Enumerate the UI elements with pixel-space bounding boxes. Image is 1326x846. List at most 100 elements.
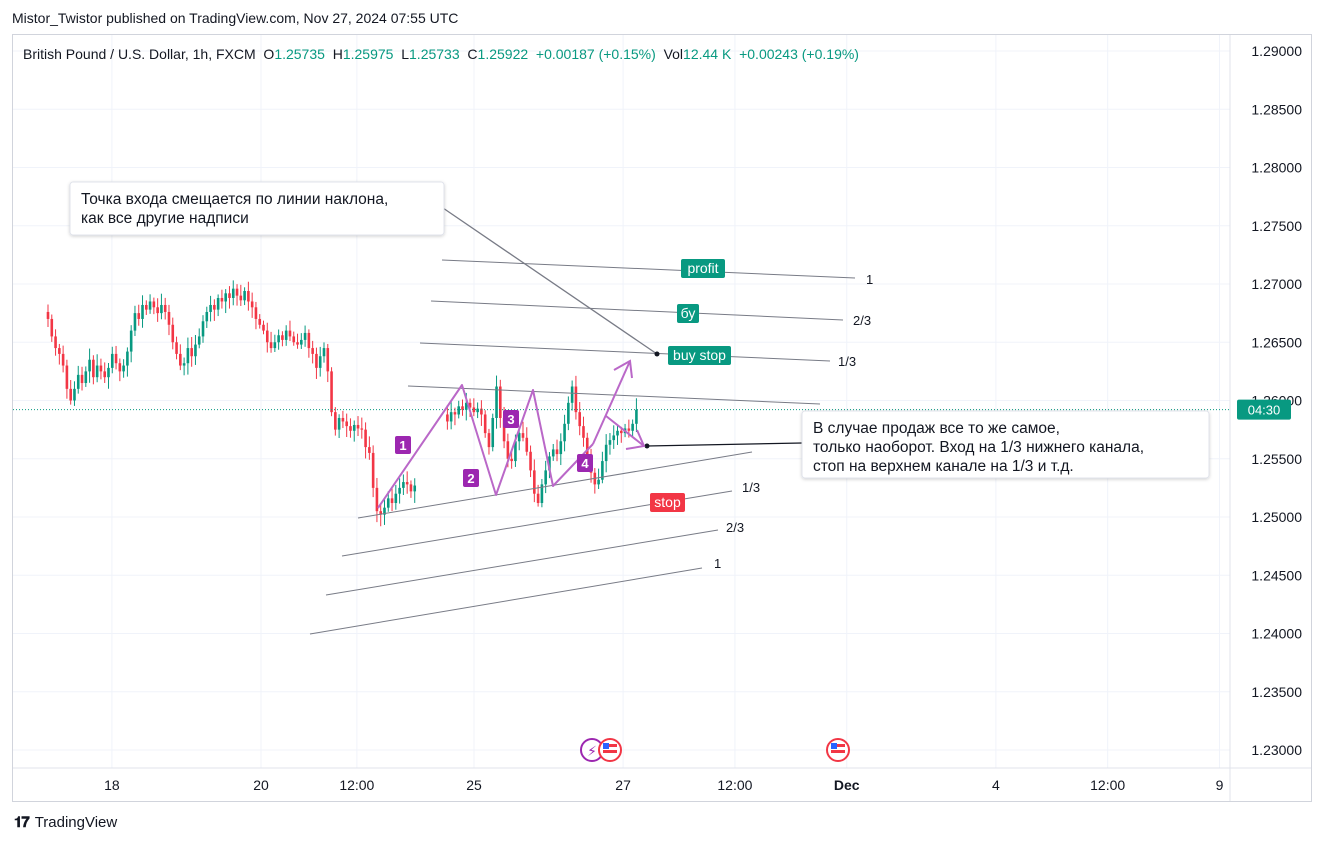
- channel-upper-1-3: [419, 342, 831, 362]
- callout-dot-2: [644, 443, 650, 449]
- candle-body: [95, 365, 99, 378]
- legend-part: 1.25975: [343, 46, 401, 62]
- candle-body: [273, 342, 277, 349]
- legend-part: +0.00243 (+0.19%): [739, 46, 859, 62]
- candle-body: [167, 311, 171, 325]
- entry-note-text: как все другие надписи: [81, 210, 249, 227]
- candle-body: [601, 461, 604, 480]
- candle-body: [118, 363, 122, 372]
- candle-body: [559, 441, 563, 455]
- candle-body: [144, 304, 148, 310]
- candle-body: [80, 374, 84, 384]
- candle-body: [514, 441, 517, 462]
- time-tick-label: 9: [1216, 777, 1224, 793]
- price-tick-label: 1.29000: [1251, 43, 1302, 59]
- price-tick-label: 1.28500: [1251, 101, 1302, 117]
- candle-body: [383, 507, 386, 515]
- candle-body: [197, 336, 201, 345]
- candle-body: [133, 313, 137, 331]
- us-flag-event-icon-stripe: [603, 750, 617, 753]
- time-tick-label: Dec: [834, 777, 860, 793]
- candle-body: [201, 321, 205, 337]
- pattern-point-label: 3: [507, 412, 514, 427]
- candle-body: [107, 367, 110, 378]
- candle-body: [337, 417, 341, 430]
- time-tick-label: 18: [104, 777, 120, 793]
- level-label-upper-1-3: 1/3: [838, 354, 856, 369]
- candle-body: [631, 423, 634, 431]
- candle-body: [375, 487, 379, 512]
- candle-body: [292, 336, 296, 343]
- candle-body: [88, 359, 91, 372]
- tradingview-logo[interactable]: 𝟏𝟕 TradingView: [14, 814, 117, 831]
- buy-stop-label-bg: [668, 346, 731, 365]
- candle-body: [228, 293, 231, 298]
- candle-body: [461, 406, 464, 410]
- candle-body: [277, 335, 280, 343]
- legend-part: O: [263, 46, 274, 62]
- candle-body: [243, 290, 246, 301]
- price-tick-label: 1.27500: [1251, 218, 1302, 234]
- candle-body: [544, 470, 547, 485]
- pattern-point-box: [503, 410, 519, 428]
- breakeven-label: бу: [681, 305, 696, 321]
- price-tick-label: 1.28000: [1251, 160, 1302, 176]
- candle-body: [129, 330, 133, 352]
- footer-brand: TradingView: [34, 814, 118, 831]
- legend-part: H: [333, 46, 343, 62]
- candle-body: [480, 408, 483, 415]
- legend-part: British Pound / U.S. Dollar, 1h, FXCM: [23, 46, 263, 62]
- candle-body: [326, 348, 330, 372]
- candle-body: [608, 440, 612, 445]
- candle-body: [394, 493, 398, 504]
- us-flag-event-icon-2-stripe: [831, 750, 845, 753]
- candle-body: [499, 386, 502, 418]
- arrow-up-head: [613, 359, 633, 379]
- candle-body: [506, 441, 510, 459]
- candle-body: [61, 353, 65, 366]
- callout-line-1: [442, 207, 658, 355]
- arrow-down-line: [605, 415, 645, 447]
- legend-part: C: [467, 46, 477, 62]
- candle-body: [73, 388, 76, 401]
- time-tick-label: 4: [992, 777, 1000, 793]
- candle-body: [635, 409, 638, 424]
- candle-body: [555, 449, 559, 455]
- sell-note-box: [801, 410, 1210, 479]
- candle-body: [216, 297, 220, 310]
- channel-upper-1: [441, 259, 856, 279]
- candle-body: [510, 458, 513, 462]
- level-label-lower-1-3: 1/3: [742, 480, 760, 495]
- us-flag-event-icon-2-canton: [831, 743, 837, 749]
- price-tick-label: 1.25500: [1251, 451, 1302, 467]
- price-tick-label: 1.23000: [1251, 742, 1302, 758]
- candle-body: [563, 423, 566, 442]
- candle-body: [364, 429, 367, 448]
- candle-body: [360, 428, 364, 430]
- candle-body: [413, 485, 417, 492]
- ohlc-legend: British Pound / U.S. Dollar, 1h, FXCM O 1…: [23, 46, 859, 62]
- candle-body: [65, 365, 69, 389]
- price-tick-label: 1.26500: [1251, 334, 1302, 350]
- candle-body: [152, 301, 156, 308]
- candle-body: [99, 365, 103, 372]
- arrow-down-head: [625, 429, 646, 450]
- chart-frame[interactable]: [12, 34, 1312, 802]
- time-tick-label: 20: [253, 777, 269, 793]
- pattern-point-box: [395, 436, 411, 454]
- candle-body: [446, 414, 449, 422]
- candle-body: [254, 307, 258, 319]
- level-label-lower-2-3: 2/3: [726, 520, 744, 535]
- stop-label-bg: [650, 493, 685, 512]
- candle-body: [604, 444, 608, 462]
- time-tick-label: 12:00: [717, 777, 752, 793]
- candle-body: [269, 342, 273, 349]
- candle-body: [612, 435, 616, 441]
- candle-body: [398, 487, 401, 494]
- stop-label: stop: [654, 494, 681, 510]
- publisher-line: Mistor_Twistor published on TradingView.…: [12, 10, 459, 26]
- time-tick-label: 27: [615, 777, 631, 793]
- candle-body: [318, 356, 322, 368]
- candle-body: [148, 301, 152, 310]
